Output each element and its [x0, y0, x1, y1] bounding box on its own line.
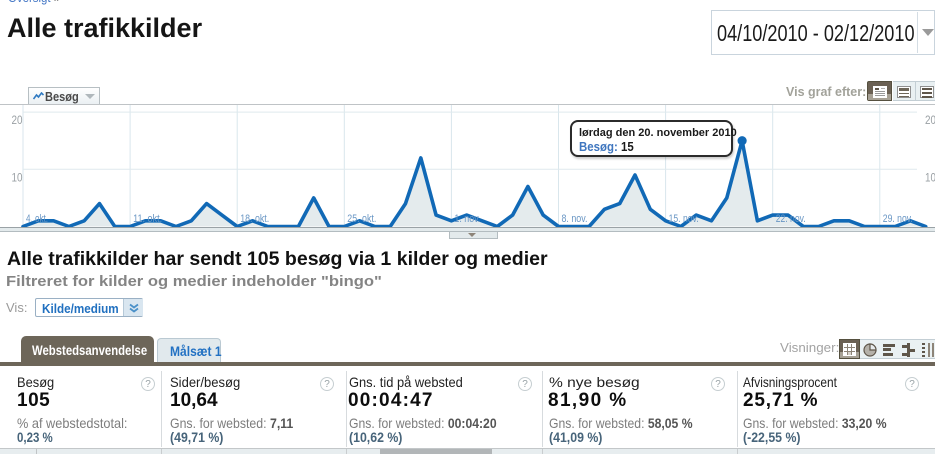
svg-text:10: 10: [925, 170, 935, 184]
svg-text:15. nov.: 15. nov.: [669, 213, 699, 225]
svg-text:11. okt.: 11. okt.: [133, 213, 162, 225]
svg-text:18. okt.: 18. okt.: [240, 213, 269, 225]
svg-text:1. nov.: 1. nov.: [454, 213, 480, 225]
svg-text:20: 20: [12, 113, 23, 127]
svg-text:25. okt.: 25. okt.: [347, 213, 376, 225]
svg-text:8. nov.: 8. nov.: [562, 213, 588, 225]
svg-text:4. okt.: 4. okt.: [26, 213, 48, 225]
svg-text:29. nov.: 29. nov.: [883, 213, 913, 225]
svg-text:10: 10: [12, 170, 23, 184]
svg-text:22. nov.: 22. nov.: [776, 213, 806, 225]
svg-text:20: 20: [925, 113, 935, 127]
